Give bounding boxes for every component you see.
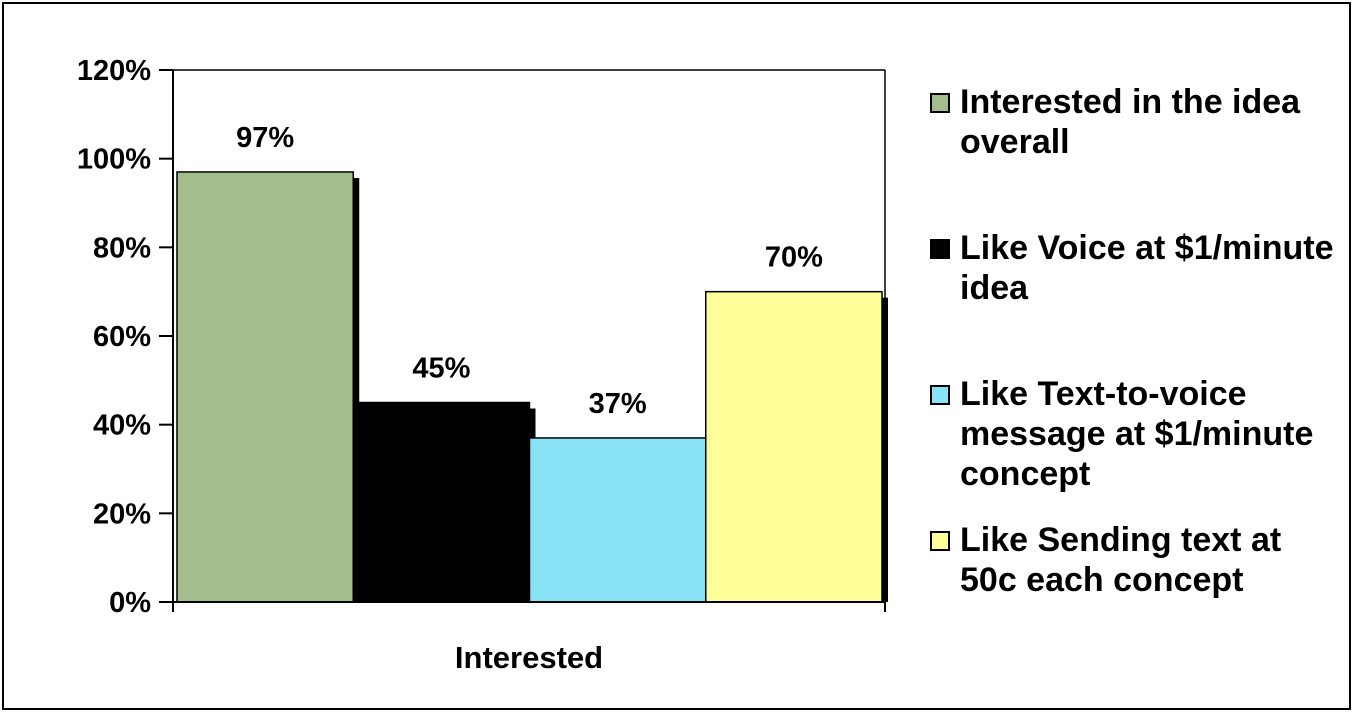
legend-swatch-voice [930, 239, 950, 259]
legend-item-sending-text: Like Sending text at 50c each concept [930, 520, 1340, 600]
y-tick-label: 60% [93, 321, 151, 353]
legend-item-voice: Like Voice at $1/minute idea [930, 228, 1340, 308]
y-tick-label: 40% [93, 410, 151, 442]
y-axis-ticks: 0% 20% 40% 60% 80% 100% 120% [77, 55, 173, 619]
bar-value-label: 45% [412, 353, 470, 385]
legend-swatch-interested-overall [930, 93, 950, 113]
data-labels: 97% 45% 37% 70% [236, 122, 823, 420]
bar [528, 437, 707, 603]
legend-swatch-sending-text [930, 531, 950, 551]
bar-value-label: 37% [589, 388, 647, 420]
bar [705, 290, 883, 603]
y-tick-label: 20% [93, 498, 151, 530]
bar [176, 171, 354, 603]
legend-label-voice: Like Voice at $1/minute idea [960, 229, 1334, 307]
y-tick-label: 0% [109, 587, 151, 619]
y-tick-label: 120% [77, 55, 151, 87]
y-tick-label: 100% [77, 144, 151, 176]
legend-swatch-text-to-voice [930, 385, 950, 405]
bar-value-label: 70% [765, 242, 823, 274]
legend-item-interested-overall: Interested in the idea overall [930, 82, 1340, 162]
x-category-label: Interested [455, 640, 603, 675]
legend-label-interested-overall: Interested in the idea overall [960, 83, 1301, 161]
bar-value-label: 97% [236, 122, 294, 154]
legend-item-text-to-voice: Like Text-to-voice message at $1/minute … [930, 374, 1340, 494]
bars [176, 171, 888, 603]
bar [352, 401, 531, 603]
legend-label-text-to-voice: Like Text-to-voice message at $1/minute … [960, 375, 1314, 493]
y-tick-label: 80% [93, 232, 151, 264]
legend-label-sending-text: Like Sending text at 50c each concept [960, 521, 1282, 599]
